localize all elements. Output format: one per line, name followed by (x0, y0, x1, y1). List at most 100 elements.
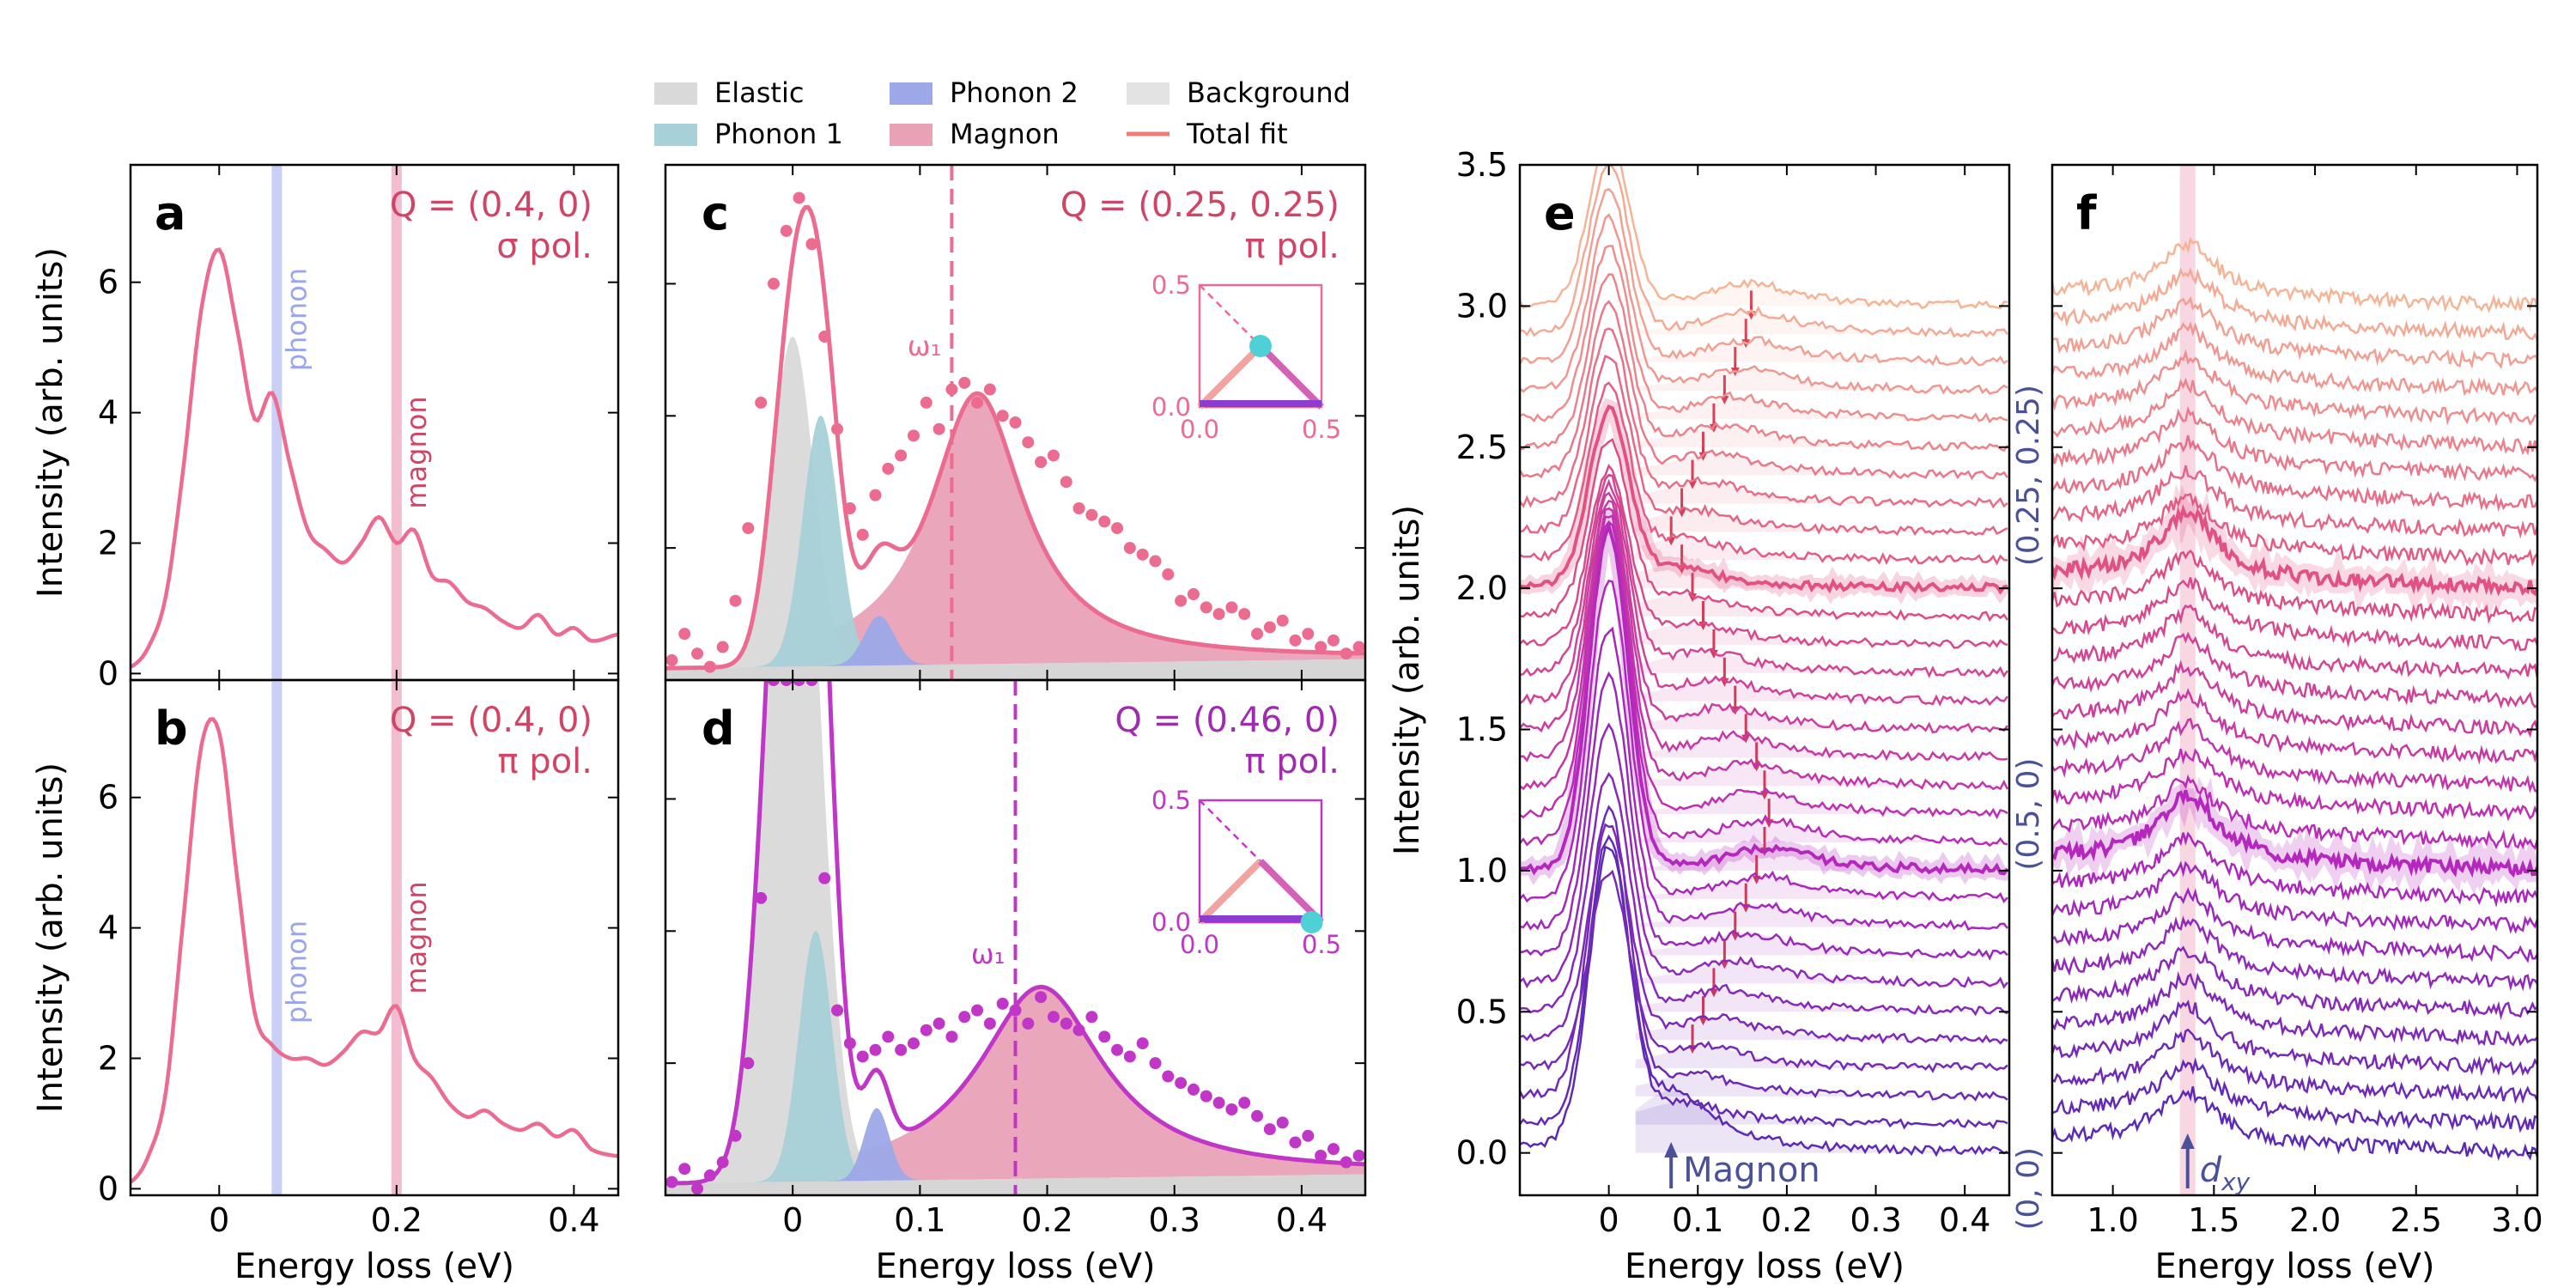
magnon-shade (1635, 1091, 2009, 1153)
magnon-marker-head (1709, 988, 1718, 998)
stacked-spectrum (2052, 377, 2537, 456)
data-point (1276, 1116, 1289, 1129)
inset-x-tick-label: 0.5 (1302, 415, 1341, 444)
spectrum-line (131, 247, 618, 669)
spectrum-line (131, 717, 618, 1184)
legend-swatch (890, 124, 933, 146)
magnon-arrow-head (1664, 1142, 1679, 1157)
y-tick-label: 2.0 (1456, 569, 1508, 607)
background-fill (665, 659, 1365, 680)
data-point (843, 502, 856, 514)
stacked-spectrum (2052, 945, 2537, 1021)
legend-label: Total fit (1186, 118, 1288, 150)
legend-swatch (654, 124, 697, 146)
inset-y-tick-label: 0.0 (1151, 392, 1191, 422)
data-point (882, 462, 895, 475)
stacked-spectrum (2052, 748, 2537, 822)
magnon-shade (1635, 678, 2009, 702)
data-point (1060, 1018, 1072, 1030)
stacked-spectrum (1520, 671, 2008, 961)
data-point (793, 680, 805, 686)
data-point (933, 1018, 945, 1030)
stacked-spectrum (2052, 1056, 2537, 1133)
data-point (703, 1169, 716, 1182)
data-point (665, 1176, 678, 1188)
q-annotation: Q = (0.4, 0) (390, 701, 592, 740)
magnon-band (391, 165, 402, 680)
data-point (793, 191, 805, 204)
data-point (1315, 641, 1327, 653)
stacked-spectrum (2052, 789, 2537, 878)
magnon-label: magnon (400, 396, 433, 508)
stacked-spectrum (1520, 805, 2008, 1102)
data-point (1187, 588, 1200, 600)
magnon-shade (1635, 989, 2009, 1012)
pol-annotation: π pol. (1245, 742, 1340, 781)
stacked-spectrum (1520, 165, 2008, 338)
magnon-shade (1635, 312, 2009, 335)
stacked-spectrum (2052, 295, 2537, 370)
x-tick-label: 0 (1599, 1201, 1619, 1239)
magnon-marker-head (1698, 452, 1708, 461)
x-axis-label: Energy loss (eV) (876, 1247, 1156, 1286)
x-tick-label: 2.0 (2289, 1201, 2341, 1239)
data-point (716, 1156, 729, 1169)
data-point (1098, 1030, 1111, 1043)
data-point (1149, 555, 1162, 568)
stacked-spectrum (1520, 519, 2009, 876)
x-tick-label: 0 (209, 1201, 229, 1239)
stacked-spectrum (2052, 659, 2537, 738)
data-point (1212, 1097, 1225, 1109)
data-point (1263, 621, 1276, 634)
magnon-fill (665, 393, 1365, 669)
magnon-shade (1635, 1073, 2009, 1097)
y-tick-label: 4 (98, 394, 118, 432)
stacked-spectrum (1520, 507, 2009, 791)
x-tick-label: 0.4 (1939, 1201, 1990, 1239)
q-point-label: (0.25, 0.25) (2011, 385, 2046, 566)
q-point-label: (0, 0) (2011, 1147, 2046, 1230)
data-point (1289, 1136, 1302, 1149)
x-axis-label: Energy loss (eV) (234, 1247, 514, 1286)
data-point (703, 660, 716, 673)
magnon-band (391, 680, 402, 1195)
data-point (742, 1057, 755, 1070)
data-point (1123, 542, 1136, 555)
magnon-marker-head (1741, 734, 1751, 744)
panel-a-plot (131, 165, 618, 680)
q-point-label: (0.5, 0) (2011, 758, 2046, 871)
panel-label: c (702, 186, 729, 240)
panel-label: d (702, 702, 735, 756)
data-point (678, 1163, 691, 1176)
magnon-marker-head (1709, 423, 1718, 433)
panel-label: a (155, 186, 185, 240)
y-tick-label: 3.5 (1456, 146, 1508, 184)
stacked-spectrum (1520, 245, 2008, 424)
data-point (856, 528, 869, 541)
magnon-shade (1635, 819, 2009, 843)
magnon-shade (1635, 453, 2009, 476)
stacked-spectrum (1520, 187, 2008, 367)
y-tick-label: 6 (98, 779, 118, 817)
data-point (818, 872, 831, 884)
stacked-spectrum (1520, 464, 2008, 649)
data-point (1352, 1149, 1365, 1162)
dxy-label-subscript: xy (2221, 1168, 2251, 1196)
panel-c-plot (665, 165, 1365, 680)
data-point (767, 680, 780, 686)
y-tick-label: 0 (98, 654, 118, 692)
data-point (1035, 991, 1048, 1004)
total-fit-line (665, 204, 1365, 671)
data-point (1302, 1129, 1315, 1142)
data-point (818, 331, 831, 343)
data-point (1035, 456, 1048, 469)
x-tick-label: 0.3 (1149, 1201, 1200, 1239)
stacked-spectrum (2052, 999, 2537, 1077)
x-tick-label: 0.1 (894, 1201, 945, 1239)
y-tick-label: 1.0 (1456, 852, 1508, 890)
stacked-spectrum (2052, 915, 2537, 992)
data-point (996, 997, 1009, 1010)
legend-swatch (654, 82, 697, 105)
data-point (1009, 416, 1022, 428)
magnon-shade (1635, 396, 2009, 419)
